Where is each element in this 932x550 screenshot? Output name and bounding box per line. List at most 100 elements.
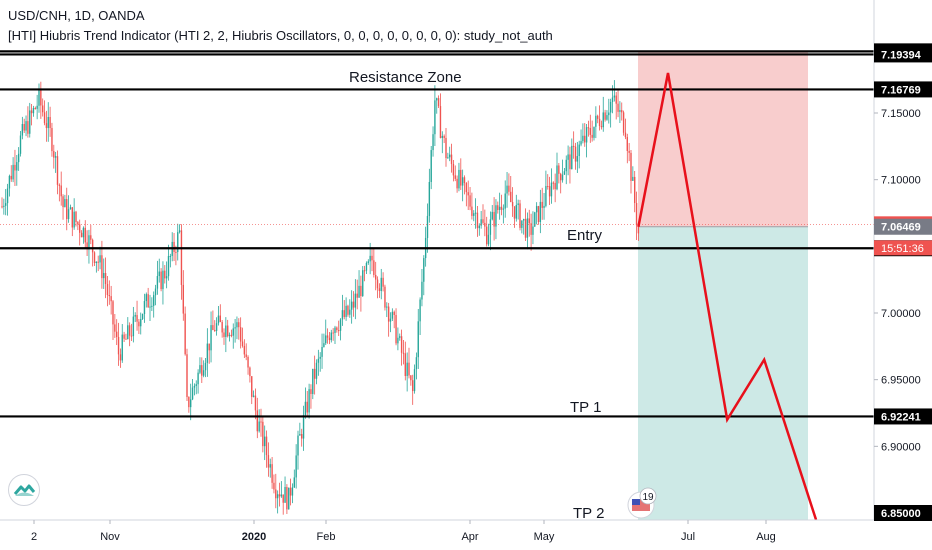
candle-body <box>252 395 255 397</box>
candle-body <box>526 218 529 238</box>
candle-body <box>247 356 249 368</box>
indicator-legend[interactable]: [HTI] Hiubris Trend Indicator (HTI 2, 2,… <box>8 28 553 43</box>
candle-body <box>432 134 434 151</box>
candle-body <box>591 134 593 138</box>
candle-body <box>336 327 338 331</box>
candle-body <box>1 206 3 208</box>
candle-body <box>615 95 617 104</box>
candle-body <box>373 260 375 275</box>
projection-polyline[interactable] <box>637 72 818 521</box>
candle-body <box>217 315 220 324</box>
candle-body <box>495 205 497 227</box>
candle-body <box>197 372 199 385</box>
candle-body <box>552 182 554 184</box>
candle-body <box>121 334 123 361</box>
candle-body <box>609 101 612 113</box>
candle-body <box>258 421 260 432</box>
candle-body <box>117 336 120 355</box>
candle-body <box>563 171 566 175</box>
candle-body <box>271 464 273 483</box>
candle-body <box>12 164 14 180</box>
time-tick-label: Nov <box>100 531 120 543</box>
tradingview-logo-icon[interactable] <box>8 474 40 506</box>
candle-body <box>593 126 595 138</box>
candle-body <box>127 325 129 340</box>
candle-body <box>523 219 525 221</box>
time-tick-label: Aug <box>756 531 776 543</box>
candle-body <box>632 176 634 181</box>
candle-body <box>14 164 16 171</box>
candle-body <box>32 107 35 114</box>
candle-body <box>80 232 83 238</box>
candle-body <box>312 368 314 395</box>
position-zones <box>638 51 808 520</box>
candle-body <box>456 178 458 189</box>
price-tick-label: 7.00000 <box>881 308 921 320</box>
price-tag-bottom-text: 6.85000 <box>881 508 921 520</box>
candle-body <box>202 370 205 376</box>
candle-body <box>597 115 599 119</box>
candle-body <box>165 276 168 279</box>
candle-body <box>436 98 438 101</box>
time-tick-label: 2020 <box>242 531 266 543</box>
stop-loss-zone[interactable] <box>638 51 808 227</box>
candle-body <box>214 329 216 331</box>
candle-body <box>598 118 601 127</box>
candle-body <box>147 294 149 308</box>
candle-body <box>141 313 144 319</box>
candle-body <box>191 387 194 400</box>
candle-body <box>569 154 571 170</box>
candle-body <box>548 186 551 197</box>
candle-body <box>101 255 103 279</box>
candle-body <box>54 156 57 158</box>
candle-body <box>528 218 530 224</box>
candle-body <box>254 395 257 411</box>
candle-body <box>34 107 36 109</box>
candle-body <box>260 421 262 423</box>
candle-body <box>114 324 116 332</box>
candle-body <box>560 173 562 181</box>
candle-body <box>437 98 440 107</box>
candle-body <box>511 202 514 207</box>
candle-body <box>317 358 320 363</box>
candle-body <box>304 401 307 416</box>
candle-body <box>410 375 412 381</box>
candle-body <box>524 219 527 238</box>
candle-body <box>380 277 382 292</box>
candle-body <box>635 203 638 226</box>
candle-body <box>613 95 616 98</box>
tp1-label: TP 1 <box>570 399 601 416</box>
candle-body <box>367 261 369 263</box>
candle-body <box>175 251 177 253</box>
candle-body <box>188 397 190 408</box>
candle-body <box>356 293 358 298</box>
candle-body <box>461 177 464 186</box>
candle-body <box>43 112 46 124</box>
news-badge: 19 <box>627 487 657 519</box>
candle-body <box>443 135 445 138</box>
candle-body <box>482 219 484 223</box>
candle-body <box>130 335 133 337</box>
candle-body <box>227 325 229 337</box>
price-tag-level-6-92241-text: 6.92241 <box>881 411 921 423</box>
candle-body <box>267 455 270 468</box>
take-profit-zone[interactable] <box>638 226 808 520</box>
candle-body <box>136 315 138 322</box>
candle-body <box>17 153 20 163</box>
candle-body <box>313 368 316 379</box>
candle-body <box>215 323 218 331</box>
candle-body <box>88 235 90 249</box>
candle-body <box>228 334 231 337</box>
candle-body <box>469 195 471 207</box>
candle-body <box>79 224 81 233</box>
candle-body <box>301 434 303 439</box>
candle-body <box>447 157 449 159</box>
candle-body <box>64 199 66 208</box>
candle-body <box>502 208 505 210</box>
price-tag-level-7-19394 <box>874 46 932 63</box>
candle-body <box>156 276 159 289</box>
candle-body <box>269 464 271 468</box>
candle-body <box>345 305 347 317</box>
candle-body <box>608 112 610 116</box>
